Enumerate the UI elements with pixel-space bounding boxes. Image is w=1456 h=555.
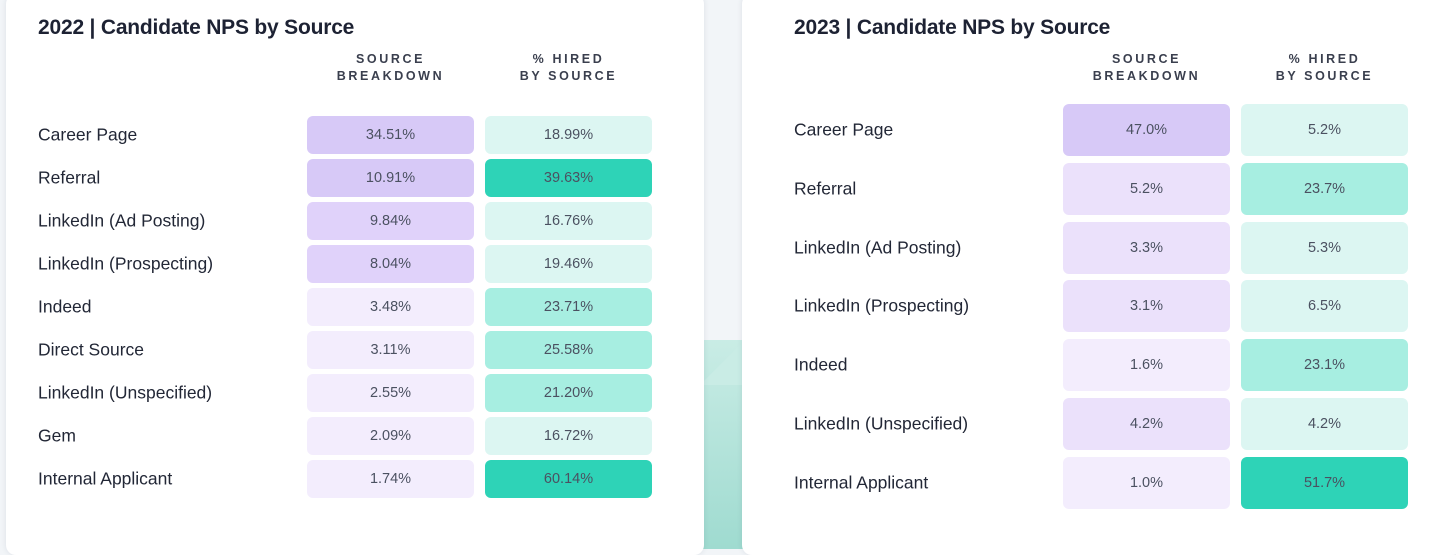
nps-table-2022: Career Page 34.51% 18.99% Referral 10.91% 39.… xyxy=(6,0,704,555)
source-breakdown-cell: 10.91% xyxy=(307,159,474,197)
table-row: Referral 10.91% 39.63% xyxy=(6,159,704,197)
source-breakdown-cell: 9.84% xyxy=(307,202,474,240)
table-row: LinkedIn (Prospecting) 8.04% 19.46% xyxy=(6,245,704,283)
hired-by-source-cell: 19.46% xyxy=(485,245,652,283)
source-label: Referral xyxy=(794,178,857,199)
source-breakdown-cell: 3.11% xyxy=(307,331,474,369)
source-breakdown-cell: 3.48% xyxy=(307,288,474,326)
hired-by-source-cell: 60.14% xyxy=(485,460,652,498)
source-label: Direct Source xyxy=(38,339,145,360)
table-row: LinkedIn (Unspecified) 4.2% 4.2% xyxy=(742,398,1456,450)
background-teal-triangle xyxy=(700,340,745,385)
source-label: Indeed xyxy=(38,296,92,317)
source-breakdown-cell: 4.2% xyxy=(1063,398,1230,450)
source-label: Career Page xyxy=(794,119,894,140)
source-label: Gem xyxy=(38,425,76,446)
hired-by-source-cell: 5.2% xyxy=(1241,104,1408,156)
hired-by-source-cell: 5.3% xyxy=(1241,221,1408,274)
source-breakdown-cell: 3.1% xyxy=(1063,280,1230,333)
hired-by-source-cell: 4.2% xyxy=(1241,398,1408,450)
table-row: Indeed 1.6% 23.1% xyxy=(742,339,1456,392)
column-header-source-breakdown: SOURCE BREAKDOWN xyxy=(336,52,445,83)
table-row: LinkedIn (Ad Posting) 9.84% 16.76% xyxy=(6,202,704,240)
hired-by-source-cell: 16.76% xyxy=(485,202,652,240)
hired-by-source-cell: 23.71% xyxy=(485,288,652,326)
table-row: Gem 2.09% 16.72% xyxy=(6,417,704,455)
source-breakdown-cell: 34.51% xyxy=(307,116,474,154)
column-header-hired-by-source: % HIRED BY SOURCE xyxy=(519,52,618,83)
source-label: Indeed xyxy=(794,354,848,375)
source-label: LinkedIn (Ad Posting) xyxy=(794,237,962,258)
source-breakdown-cell: 1.0% xyxy=(1063,456,1230,509)
table-row: LinkedIn (Prospecting) 3.1% 6.5% xyxy=(742,280,1456,333)
hired-by-source-cell: 16.72% xyxy=(485,417,652,455)
hired-by-source-cell: 51.7% xyxy=(1241,456,1408,509)
source-label: LinkedIn (Ad Posting) xyxy=(38,210,206,231)
hired-by-source-cell: 23.1% xyxy=(1241,339,1408,392)
source-breakdown-cell: 2.09% xyxy=(307,417,474,455)
hired-by-source-cell: 23.7% xyxy=(1241,162,1408,215)
source-label: Internal Applicant xyxy=(38,468,173,489)
source-breakdown-cell: 2.55% xyxy=(307,374,474,412)
hired-by-source-cell: 25.58% xyxy=(485,331,652,369)
table-row: LinkedIn (Unspecified) 2.55% 21.20% xyxy=(6,374,704,412)
table-row: Career Page 47.0% 5.2% xyxy=(742,104,1456,156)
source-breakdown-cell: 3.3% xyxy=(1063,221,1230,274)
source-breakdown-cell: 1.74% xyxy=(307,460,474,498)
hired-by-source-cell: 39.63% xyxy=(485,159,652,197)
hired-by-source-cell: 6.5% xyxy=(1241,280,1408,333)
table-row: Direct Source 3.11% 25.58% xyxy=(6,331,704,369)
table-row: Internal Applicant 1.0% 51.7% xyxy=(742,456,1456,509)
panel-title: 2023 | Candidate NPS by Source xyxy=(794,16,1111,39)
source-breakdown-cell: 1.6% xyxy=(1063,339,1230,392)
column-header-source-breakdown: SOURCE BREAKDOWN xyxy=(1092,52,1201,83)
panel-title: 2022 | Candidate NPS by Source xyxy=(38,16,355,39)
table-row: LinkedIn (Ad Posting) 3.3% 5.3% xyxy=(742,221,1456,274)
source-label: Career Page xyxy=(38,124,138,145)
source-label: LinkedIn (Unspecified) xyxy=(38,382,213,403)
source-label: LinkedIn (Unspecified) xyxy=(794,413,969,434)
table-row: Referral 5.2% 23.7% xyxy=(742,162,1456,215)
source-breakdown-cell: 8.04% xyxy=(307,245,474,283)
source-label: Internal Applicant xyxy=(794,472,929,493)
hired-by-source-cell: 21.20% xyxy=(485,374,652,412)
table-row: Indeed 3.48% 23.71% xyxy=(6,288,704,326)
nps-table-2023: Career Page 47.0% 5.2% Referral 5.2% 23.7% Lin… xyxy=(742,0,1456,555)
source-label: LinkedIn (Prospecting) xyxy=(794,295,970,316)
panel-2022: 2022 | Candidate NPS by Source SOURCE BR… xyxy=(6,0,704,555)
source-breakdown-cell: 47.0% xyxy=(1063,104,1230,156)
source-label: LinkedIn (Prospecting) xyxy=(38,253,214,274)
hired-by-source-cell: 18.99% xyxy=(485,116,652,154)
table-row: Internal Applicant 1.74% 60.14% xyxy=(6,460,704,498)
table-row: Career Page 34.51% 18.99% xyxy=(6,116,704,154)
column-header-hired-by-source: % HIRED BY SOURCE xyxy=(1275,52,1374,83)
source-breakdown-cell: 5.2% xyxy=(1063,162,1230,215)
source-label: Referral xyxy=(38,167,101,188)
panel-2023: 2023 | Candidate NPS by Source SOURCE BR… xyxy=(742,0,1456,555)
